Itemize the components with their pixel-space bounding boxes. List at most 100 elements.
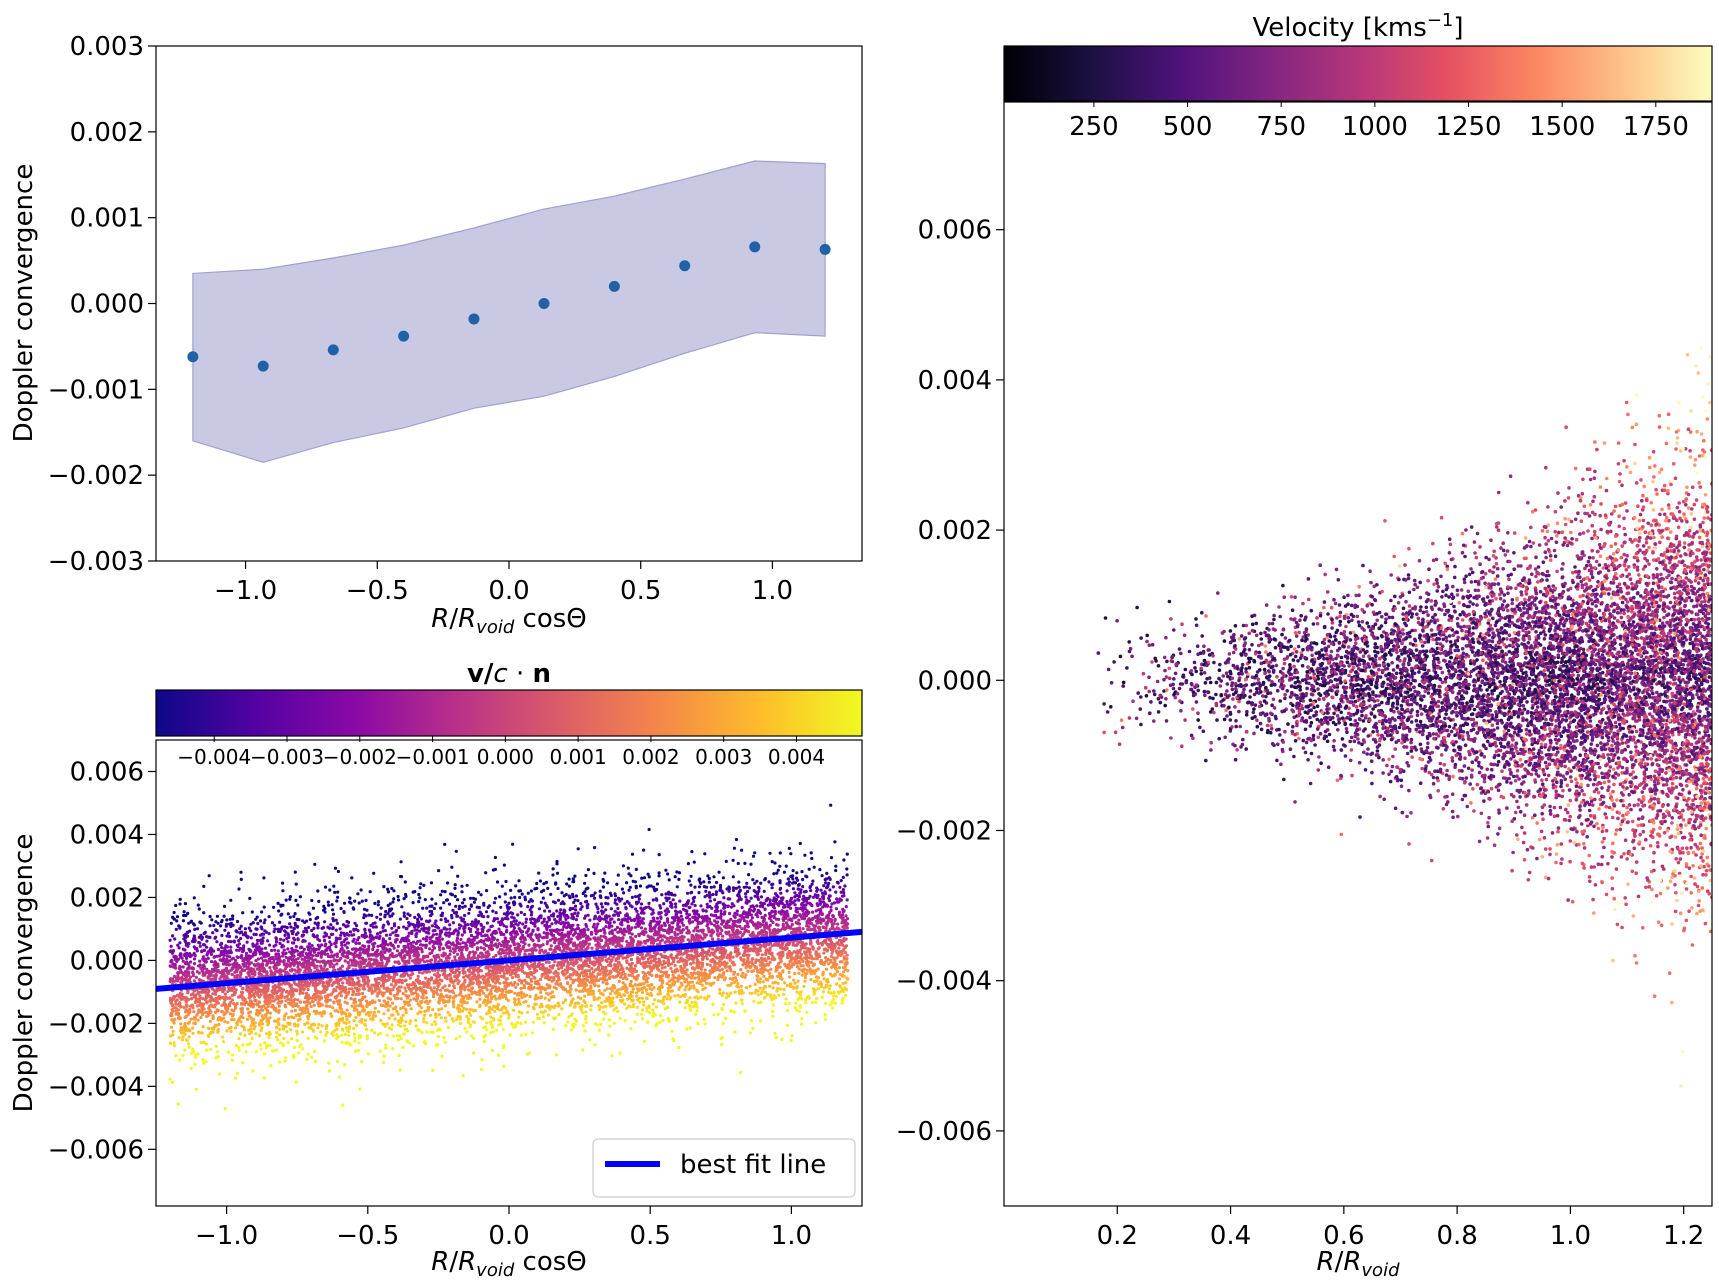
scatter-point <box>267 915 271 919</box>
scatter-point <box>277 1004 281 1008</box>
scatter-point <box>677 871 682 875</box>
scatter-point <box>237 939 241 943</box>
scatter-point <box>390 1023 394 1027</box>
scatter-point <box>293 870 297 874</box>
scatter-point <box>303 969 307 973</box>
scatter-point <box>622 933 626 937</box>
scatter-point <box>188 952 192 956</box>
scatter-point <box>577 1001 581 1005</box>
scatter-point <box>524 924 528 928</box>
scatter-point <box>630 852 635 856</box>
scatter-point <box>543 996 547 1000</box>
scatter-point <box>591 893 595 897</box>
scatter-point <box>264 1032 269 1036</box>
scatter-point <box>666 1005 670 1010</box>
scatter-point <box>629 918 634 923</box>
scatter-point <box>604 965 608 970</box>
scatter-point <box>202 884 206 889</box>
scatter-point <box>629 1005 633 1009</box>
scatter-point <box>507 1016 511 1020</box>
scatter-point <box>589 1004 593 1008</box>
scatter-point <box>703 986 707 990</box>
scatter-point <box>558 918 562 922</box>
scatter-point <box>352 937 356 942</box>
scatter-point <box>373 941 377 945</box>
scatter-point <box>604 1004 608 1008</box>
scatter-point <box>663 965 667 969</box>
scatter-point <box>838 885 842 889</box>
scatter-point <box>306 925 311 930</box>
scatter-point <box>461 901 465 905</box>
scatter-point <box>765 993 770 997</box>
scatter-point <box>625 900 629 904</box>
scatter-point <box>427 970 431 974</box>
scatter-point <box>793 903 797 907</box>
scatter-point <box>440 1007 444 1011</box>
scatter-point <box>456 898 460 902</box>
scatter-point <box>634 867 638 872</box>
scatter-point <box>659 906 663 910</box>
scatter-point <box>241 1043 245 1047</box>
colorbar-tick-7-label: 0.003 <box>695 745 752 769</box>
scatter-point <box>298 1044 302 1048</box>
scatter-point <box>187 942 191 946</box>
scatter-point <box>528 994 532 999</box>
scatter-point <box>178 902 182 906</box>
scatter-point <box>566 960 570 964</box>
scatter-point <box>356 976 360 980</box>
scatter-point <box>843 950 848 955</box>
scatter-point <box>230 998 234 1002</box>
bottom-left-colorbar-ticks: −0.004−0.003−0.002−0.001 0.000 0.001 0.002 0… <box>177 736 825 769</box>
scatter-point <box>677 877 681 882</box>
scatter-point <box>660 938 664 942</box>
scatter-point <box>295 988 299 992</box>
scatter-point <box>225 934 229 938</box>
colorbar-tick-6-label: 0.002 <box>622 745 679 769</box>
scatter-point <box>545 927 549 932</box>
scatter-point <box>771 986 775 990</box>
scatter-point <box>690 976 695 980</box>
scatter-point <box>229 945 233 949</box>
scatter-point <box>440 889 444 893</box>
scatter-point <box>743 1009 747 1014</box>
scatter-point <box>396 1038 400 1042</box>
scatter-point <box>599 1022 603 1027</box>
scatter-point <box>670 921 674 925</box>
scatter-point <box>678 899 682 903</box>
scatter-point <box>701 948 705 952</box>
scatter-point <box>187 1035 191 1039</box>
y-tick-1-label: −0.002 <box>48 461 144 491</box>
scatter-point <box>484 910 489 914</box>
scatter-point <box>480 989 484 993</box>
scatter-point <box>399 1024 403 1028</box>
scatter-point <box>793 1006 797 1010</box>
scatter-point <box>760 989 764 993</box>
scatter-point <box>376 903 380 907</box>
scatter-point <box>209 1047 213 1052</box>
scatter-point <box>716 978 720 982</box>
scatter-point <box>385 1033 389 1037</box>
scatter-point <box>477 913 481 918</box>
scatter-point <box>492 943 496 947</box>
scatter-point <box>603 999 607 1003</box>
scatter-point <box>205 945 209 949</box>
scatter-point <box>292 1045 297 1049</box>
scatter-point <box>801 877 805 882</box>
scatter-point <box>270 948 274 953</box>
scatter-point <box>721 991 726 995</box>
scatter-point <box>559 915 563 919</box>
scatter-point <box>718 988 722 992</box>
scatter-point <box>282 952 287 956</box>
scatter-point <box>457 970 462 975</box>
scatter-point <box>748 984 752 988</box>
scatter-point <box>197 907 201 911</box>
scatter-point <box>828 877 832 882</box>
scatter-point <box>657 871 661 875</box>
scatter-point <box>448 923 452 927</box>
scatter-point <box>462 929 466 933</box>
scatter-point <box>759 895 764 899</box>
scatter-point <box>836 922 840 926</box>
scatter-point <box>768 851 772 855</box>
scatter-point <box>564 917 568 922</box>
